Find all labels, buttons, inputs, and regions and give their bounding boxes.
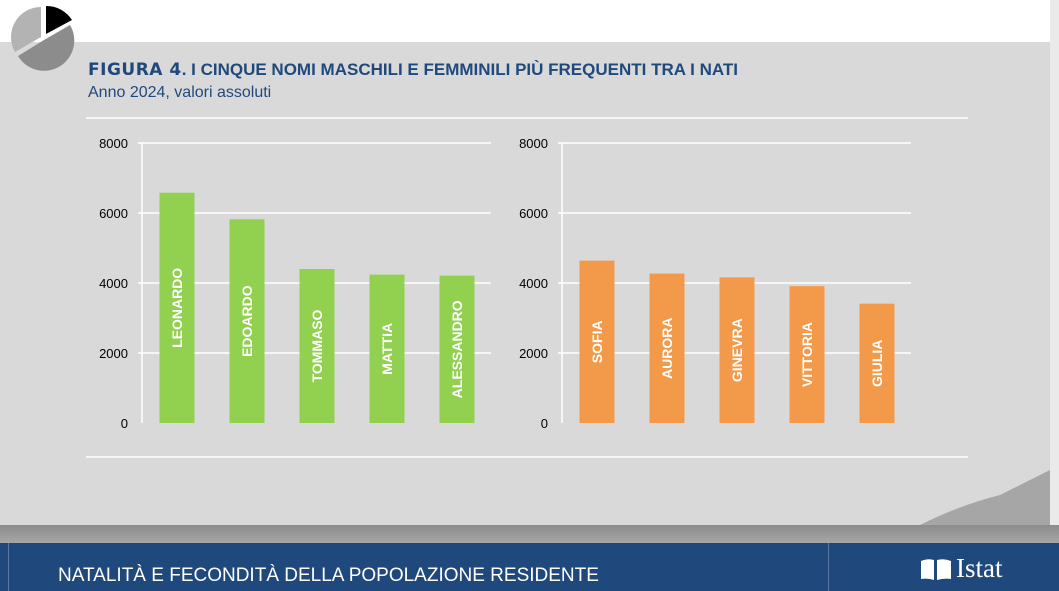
istat-book-icon (921, 558, 951, 580)
bar (439, 275, 475, 423)
page-corner-decoration (920, 470, 1050, 525)
bar-label: GINEVRA (729, 318, 745, 382)
footer-title: NATALITÀ E FECONDITÀ DELLA POPOLAZIONE R… (58, 565, 599, 586)
figure-title-text: . I CINQUE NOMI MASCHILI E FEMMINILI PIÙ… (181, 60, 738, 79)
bar (579, 260, 615, 423)
bar (369, 274, 405, 423)
male-names-chart: 0 2000 4000 6000 8000 LEONARDO EDOARDO TOMMASO M… (99, 136, 491, 431)
y-tick-label: 6000 (99, 206, 128, 221)
figure-label: FIGURA 4 (88, 60, 182, 80)
charts: 0 2000 4000 6000 8000 LEONARDO EDOARDO TOMMASO M… (86, 117, 968, 458)
footer-divider (828, 543, 829, 591)
bar (859, 303, 895, 423)
bar (229, 219, 265, 423)
y-tick-label: 2000 (519, 346, 548, 361)
bar-label: VITTORIA (799, 322, 815, 387)
istat-logo: Istat (920, 553, 1003, 584)
y-tick-label: 6000 (519, 206, 548, 221)
y-tick-label: 8000 (99, 136, 128, 151)
y-tick-label: 8000 (519, 136, 548, 151)
y-tick-label: 4000 (519, 276, 548, 291)
bar-label: AURORA (659, 318, 675, 379)
y-tick-label: 0 (121, 416, 128, 431)
pie-logo-icon (10, 5, 75, 71)
bar-label: GIULIA (869, 340, 885, 387)
bar-label: LEONARDO (169, 268, 185, 348)
bar-label: ALESSANDRO (449, 300, 465, 398)
slide-shadow (0, 525, 1059, 543)
bar (159, 192, 195, 423)
bar-label: MATTIA (379, 323, 395, 375)
bar (719, 277, 755, 423)
bar-label: EDOARDO (239, 285, 255, 357)
footer-bar: NATALITÀ E FECONDITÀ DELLA POPOLAZIONE R… (0, 543, 1059, 591)
bar (299, 269, 335, 423)
bar (789, 286, 825, 423)
female-names-chart: 0 2000 4000 6000 8000 SOFIA AURORA GINEVRA VITTO… (519, 136, 911, 431)
y-tick-label: 4000 (99, 276, 128, 291)
footer-divider (8, 543, 9, 591)
bar-label: TOMMASO (309, 309, 325, 382)
slide-edge (1050, 0, 1059, 530)
figure-subtitle: Anno 2024, valori assoluti (88, 84, 272, 101)
istat-logo-text: Istat (956, 553, 1003, 583)
y-tick-label: 0 (541, 416, 548, 431)
figure-title: FIGURA 4. I CINQUE NOMI MASCHILI E FEMMI… (88, 59, 738, 80)
bar (649, 273, 685, 423)
bar-label: SOFIA (589, 320, 605, 363)
y-tick-label: 2000 (99, 346, 128, 361)
